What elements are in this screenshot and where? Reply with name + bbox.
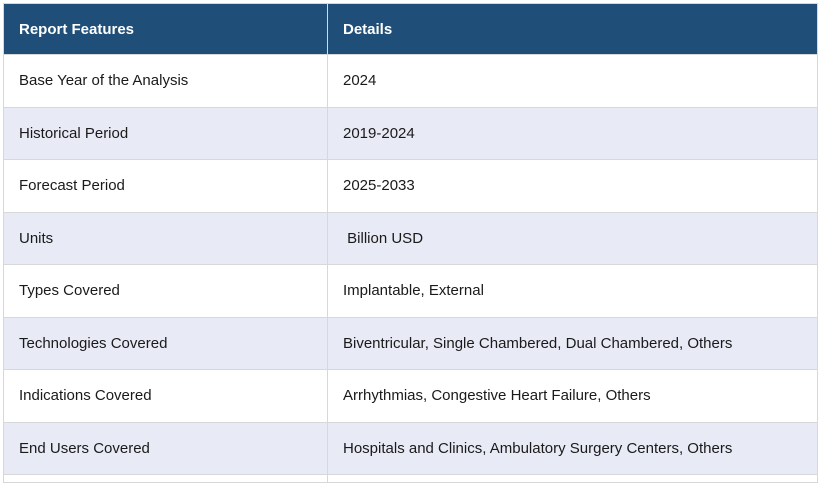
table-header-row: Report Features Details bbox=[3, 3, 818, 55]
feature-cell-empty bbox=[3, 474, 328, 483]
feature-cell: Base Year of the Analysis bbox=[3, 54, 328, 108]
detail-cell-empty bbox=[327, 474, 818, 483]
detail-cell: Arrhythmias, Congestive Heart Failure, O… bbox=[327, 369, 818, 423]
header-report-features: Report Features bbox=[3, 3, 328, 55]
detail-cell: Billion USD bbox=[327, 211, 818, 265]
report-features-table: Report Features Details Base Year of the… bbox=[3, 3, 818, 483]
table-row: Units Billion USD bbox=[3, 211, 818, 265]
feature-cell: End Users Covered bbox=[3, 421, 328, 475]
detail-cell: 2025-2033 bbox=[327, 159, 818, 213]
detail-cell: 2019-2024 bbox=[327, 106, 818, 160]
table-row: Historical Period 2019-2024 bbox=[3, 106, 818, 160]
header-details: Details bbox=[327, 3, 818, 55]
table-row: Types Covered Implantable, External bbox=[3, 264, 818, 318]
table-row: Technologies Covered Biventricular, Sing… bbox=[3, 316, 818, 370]
feature-cell: Units bbox=[3, 211, 328, 265]
table-row-cut-off bbox=[3, 474, 818, 483]
table-row: End Users Covered Hospitals and Clinics,… bbox=[3, 421, 818, 475]
table-row: Indications Covered Arrhythmias, Congest… bbox=[3, 369, 818, 423]
feature-cell: Indications Covered bbox=[3, 369, 328, 423]
detail-cell: Biventricular, Single Chambered, Dual Ch… bbox=[327, 316, 818, 370]
detail-cell: 2024 bbox=[327, 54, 818, 108]
table-row: Forecast Period 2025-2033 bbox=[3, 159, 818, 213]
feature-cell: Forecast Period bbox=[3, 159, 328, 213]
detail-cell: Hospitals and Clinics, Ambulatory Surger… bbox=[327, 421, 818, 475]
report-table-container: Report Features Details Base Year of the… bbox=[3, 3, 818, 483]
table-row: Base Year of the Analysis 2024 bbox=[3, 54, 818, 108]
detail-cell: Implantable, External bbox=[327, 264, 818, 318]
feature-cell: Historical Period bbox=[3, 106, 328, 160]
feature-cell: Types Covered bbox=[3, 264, 328, 318]
feature-cell: Technologies Covered bbox=[3, 316, 328, 370]
